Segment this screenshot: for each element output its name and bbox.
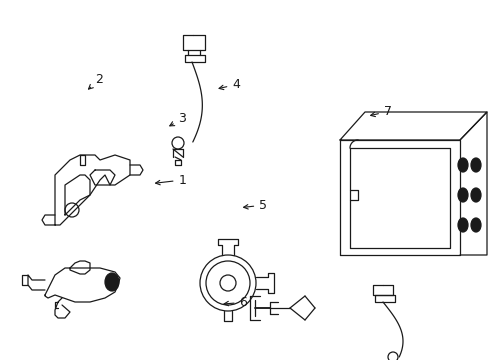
Ellipse shape	[457, 218, 467, 232]
Text: 6: 6	[224, 296, 247, 309]
Text: 2: 2	[88, 73, 103, 89]
Ellipse shape	[105, 273, 119, 291]
Text: 1: 1	[155, 174, 186, 186]
Ellipse shape	[470, 158, 480, 172]
Text: 7: 7	[370, 105, 391, 118]
Ellipse shape	[457, 188, 467, 202]
Text: 4: 4	[219, 78, 240, 91]
Ellipse shape	[470, 218, 480, 232]
Text: 3: 3	[169, 112, 186, 126]
Ellipse shape	[470, 188, 480, 202]
Ellipse shape	[457, 158, 467, 172]
Text: 5: 5	[243, 199, 266, 212]
